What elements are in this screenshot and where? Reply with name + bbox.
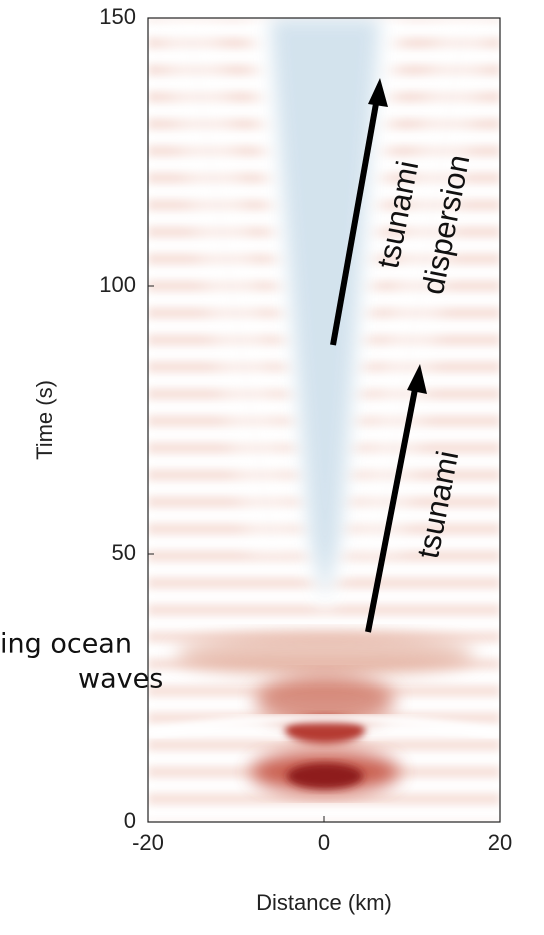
side-text: ing ocean	[0, 629, 132, 660]
arrow	[365, 383, 419, 633]
y-tick-label: 0	[124, 808, 136, 833]
y-tick-label: 50	[112, 540, 136, 565]
y-axis-label: Time (s)	[32, 380, 57, 460]
x-tick-label: -20	[132, 830, 164, 855]
x-tick-label: 0	[318, 830, 330, 855]
y-tick-label: 150	[99, 4, 136, 29]
arrows	[330, 78, 427, 633]
arrowhead	[368, 78, 388, 107]
side-text: waves	[78, 664, 163, 695]
x-tick-label: 20	[488, 830, 512, 855]
x-axis-label: Distance (km)	[256, 890, 392, 915]
arrowhead	[407, 364, 427, 394]
wavefield-image	[148, 18, 500, 822]
arrow	[330, 97, 380, 346]
y-tick-label: 100	[99, 272, 136, 297]
